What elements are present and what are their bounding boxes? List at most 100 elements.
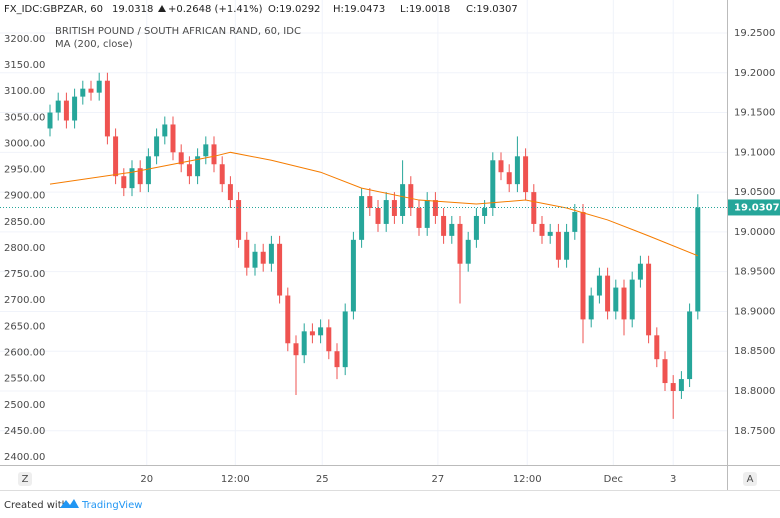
candle-body bbox=[637, 263, 643, 280]
y-tick-label: 2850.00 bbox=[4, 217, 45, 228]
y-tick-label: 2650.00 bbox=[4, 321, 45, 332]
x-tick-label: 20 bbox=[140, 474, 153, 485]
candle-body bbox=[113, 136, 119, 177]
y2-tick-label: 19.1500 bbox=[734, 108, 775, 119]
moving-average bbox=[49, 151, 698, 257]
y-tick-label: 2550.00 bbox=[4, 374, 45, 385]
candle-body bbox=[580, 211, 586, 320]
candle-body bbox=[359, 196, 365, 240]
candle-body bbox=[227, 184, 233, 201]
candle-body bbox=[687, 311, 693, 380]
candle-body bbox=[695, 207, 701, 312]
candle-body bbox=[236, 200, 242, 240]
candle-body bbox=[572, 211, 578, 232]
y-tick-label: 2600.00 bbox=[4, 347, 45, 358]
candle-body bbox=[441, 215, 447, 236]
y-tick-label: 2750.00 bbox=[4, 269, 45, 280]
candle-body bbox=[605, 275, 611, 312]
candle-body bbox=[539, 223, 545, 236]
candle-body bbox=[678, 379, 684, 392]
candle-body bbox=[555, 231, 561, 260]
plot bbox=[0, 72, 727, 419]
auto-button[interactable] bbox=[743, 472, 757, 486]
candle-body bbox=[334, 351, 340, 368]
tradingview-logo[interactable] bbox=[60, 499, 79, 508]
ohlc-close: C:19.0307 bbox=[466, 4, 518, 15]
candle-body bbox=[424, 200, 430, 228]
symbol: FX_IDC:GBPZAR, 60 bbox=[4, 4, 103, 15]
candle-body bbox=[285, 295, 291, 344]
candle-body bbox=[670, 383, 676, 392]
candle-body bbox=[350, 239, 356, 312]
y-tick-label: 3100.00 bbox=[4, 86, 45, 97]
ohlc-open: O:19.0292 bbox=[268, 4, 320, 15]
candle-body bbox=[244, 239, 250, 268]
zoom-button[interactable] bbox=[18, 472, 32, 486]
candle-body bbox=[490, 160, 496, 209]
candle-body bbox=[211, 144, 217, 165]
x-tick-label: 27 bbox=[431, 474, 444, 485]
candle-body bbox=[408, 184, 414, 209]
candle-body bbox=[498, 160, 504, 173]
x-tick-label: Dec bbox=[604, 474, 623, 485]
candle-body bbox=[293, 343, 299, 356]
y-tick-label: 2700.00 bbox=[4, 295, 45, 306]
candle-body bbox=[375, 208, 381, 224]
candle-body bbox=[391, 200, 397, 216]
candle-body bbox=[621, 287, 627, 320]
candle-body bbox=[457, 223, 463, 264]
candle-body bbox=[55, 100, 61, 113]
candle-body bbox=[432, 200, 438, 216]
candle-body bbox=[96, 80, 102, 93]
candle-body bbox=[154, 136, 160, 157]
y2-tick-label: 19.2000 bbox=[734, 68, 775, 79]
ohlc-low: L:19.0018 bbox=[400, 4, 450, 15]
candle-body bbox=[629, 279, 635, 320]
zoom-button-label[interactable]: Z bbox=[22, 474, 29, 485]
candle-body bbox=[137, 168, 143, 185]
y-tick-label: 2800.00 bbox=[4, 243, 45, 254]
candle-body bbox=[186, 164, 192, 177]
y2-tick-label: 18.8000 bbox=[734, 386, 775, 397]
candle-body bbox=[547, 231, 553, 236]
candle-body bbox=[318, 327, 324, 336]
y2-tick-label: 18.7500 bbox=[734, 426, 775, 437]
legend-ma: MA (200, close) bbox=[55, 39, 133, 50]
candle-body bbox=[342, 311, 348, 368]
candle-body bbox=[531, 192, 537, 224]
candle-body bbox=[63, 100, 69, 121]
candle-body bbox=[646, 263, 652, 336]
candle-body bbox=[178, 152, 184, 165]
candle-body bbox=[654, 335, 660, 360]
chart-title: BRITISH POUND / SOUTH AFRICAN RAND, 60, … bbox=[55, 26, 301, 37]
candle-body bbox=[449, 223, 455, 236]
candle-body bbox=[662, 359, 668, 384]
candle-body bbox=[104, 80, 110, 137]
ohlc-high: H:19.0473 bbox=[333, 4, 385, 15]
candle-body bbox=[268, 243, 274, 264]
candle-body bbox=[72, 96, 78, 121]
candle-body bbox=[514, 156, 520, 185]
y2-tick-label: 18.9500 bbox=[734, 267, 775, 278]
y2-tick-label: 19.2500 bbox=[734, 28, 775, 39]
candle-body bbox=[145, 156, 151, 185]
x-tick-label: 12:00 bbox=[221, 474, 250, 485]
footer-brand[interactable]: TradingView bbox=[81, 500, 142, 511]
candle-body bbox=[260, 251, 266, 264]
footer-text: Created with bbox=[4, 500, 68, 511]
candle-body bbox=[416, 208, 422, 228]
candle-body bbox=[203, 144, 209, 157]
y-tick-label: 3000.00 bbox=[4, 138, 45, 149]
candle-body bbox=[301, 331, 307, 356]
candle-body bbox=[219, 164, 225, 185]
y-tick-label: 2400.00 bbox=[4, 452, 45, 463]
x-tick-label: 3 bbox=[670, 474, 676, 485]
y2-tick-label: 19.0500 bbox=[734, 187, 775, 198]
last-price-label: 19.0307 bbox=[734, 202, 780, 213]
candle-body bbox=[506, 172, 512, 185]
candle-body bbox=[588, 295, 594, 320]
auto-button-label[interactable]: A bbox=[747, 474, 754, 485]
y2-tick-label: 19.0000 bbox=[734, 227, 775, 238]
